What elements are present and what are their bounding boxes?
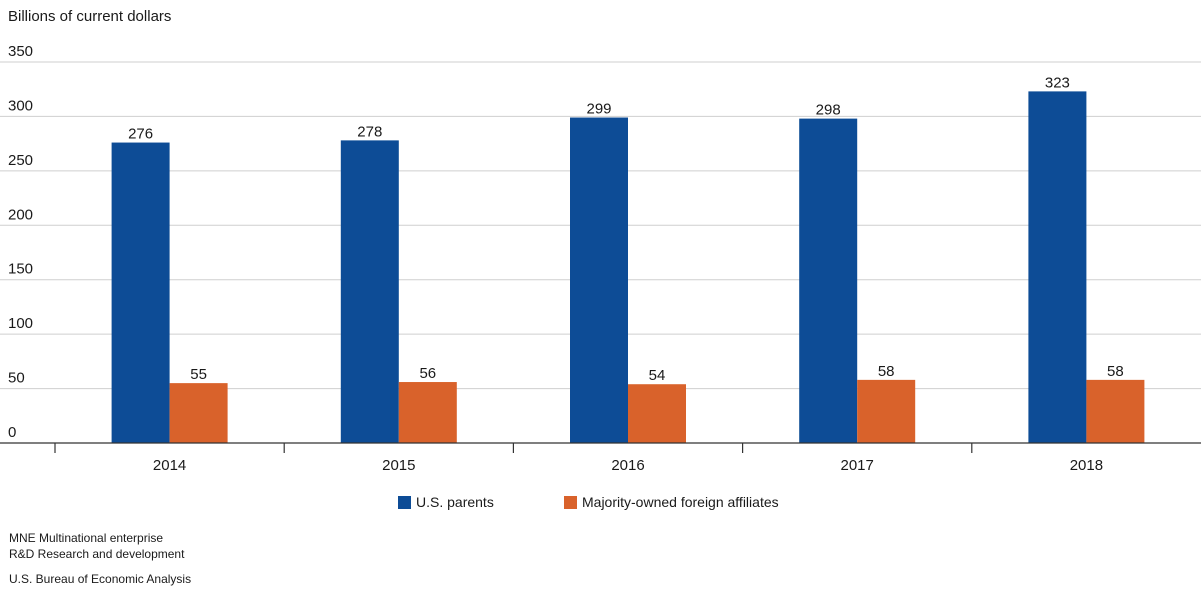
abbreviation-notes: MNE Multinational enterprise R&D Researc… — [9, 530, 184, 562]
bar-foreign-affiliates-2017 — [857, 379, 916, 443]
y-tick-label-200: 200 — [8, 206, 33, 223]
bar-us-parents-2015 — [340, 140, 399, 443]
bar-chart: 0 50 100 150 200 250 300 350 276 55 2014 278 56 2015 2… — [0, 43, 1201, 470]
bar-foreign-affiliates-2015 — [398, 382, 457, 443]
x-tick-label-2017: 2017 — [841, 457, 874, 470]
bar-us-parents-2014 — [111, 142, 170, 443]
bar-us-parents-2016 — [570, 117, 628, 443]
y-tick-label-50: 50 — [8, 370, 25, 387]
bar-us-parents-2018 — [1028, 91, 1087, 444]
legend-swatch-us-parents — [398, 495, 411, 509]
note-mne: MNE Multinational enterprise — [9, 531, 164, 545]
legend-swatch-foreign-affiliates — [564, 495, 577, 509]
legend-label-foreign-affiliates: Majority-owned foreign affiliates — [582, 494, 779, 510]
data-label-us-parents-2017: 298 — [816, 102, 841, 119]
data-label-foreign-affiliates-2017: 58 — [878, 363, 895, 380]
y-tick-label-250: 250 — [8, 152, 33, 169]
y-tick-label-350: 350 — [8, 43, 33, 60]
x-tick-label-2014: 2014 — [153, 457, 186, 470]
source-note: U.S. Bureau of Economic Analysis — [9, 572, 192, 586]
data-label-foreign-affiliates-2015: 56 — [419, 365, 436, 382]
x-tick-label-2015: 2015 — [382, 457, 415, 470]
bar-foreign-affiliates-2016 — [628, 384, 686, 443]
x-tick-label-2018: 2018 — [1070, 457, 1103, 470]
legend: U.S. parents Majority-owned foreign affi… — [0, 494, 1201, 514]
bar-foreign-affiliates-2018 — [1086, 379, 1145, 443]
data-label-foreign-affiliates-2018: 58 — [1107, 363, 1124, 380]
x-tick-label-2016: 2016 — [611, 457, 644, 470]
data-label-us-parents-2015: 278 — [357, 123, 382, 140]
legend-item-foreign-affiliates: Majority-owned foreign affiliates — [564, 494, 779, 510]
note-rd: R&D Research and development — [9, 547, 185, 561]
data-label-us-parents-2016: 299 — [586, 101, 611, 118]
y-tick-label-100: 100 — [8, 315, 33, 332]
data-label-us-parents-2014: 276 — [128, 126, 153, 143]
y-tick-label-0: 0 — [8, 424, 16, 441]
data-label-us-parents-2018: 323 — [1045, 74, 1070, 91]
y-tick-label-300: 300 — [8, 97, 33, 114]
y-axis-unit-label: Billions of current dollars — [8, 8, 172, 25]
legend-item-us-parents: U.S. parents — [398, 494, 494, 510]
data-label-foreign-affiliates-2016: 54 — [649, 367, 666, 384]
legend-label-us-parents: U.S. parents — [416, 494, 494, 510]
bar-foreign-affiliates-2014 — [169, 383, 228, 443]
data-label-foreign-affiliates-2014: 55 — [190, 366, 207, 383]
bar-us-parents-2017 — [799, 118, 858, 443]
y-tick-label-150: 150 — [8, 261, 33, 278]
